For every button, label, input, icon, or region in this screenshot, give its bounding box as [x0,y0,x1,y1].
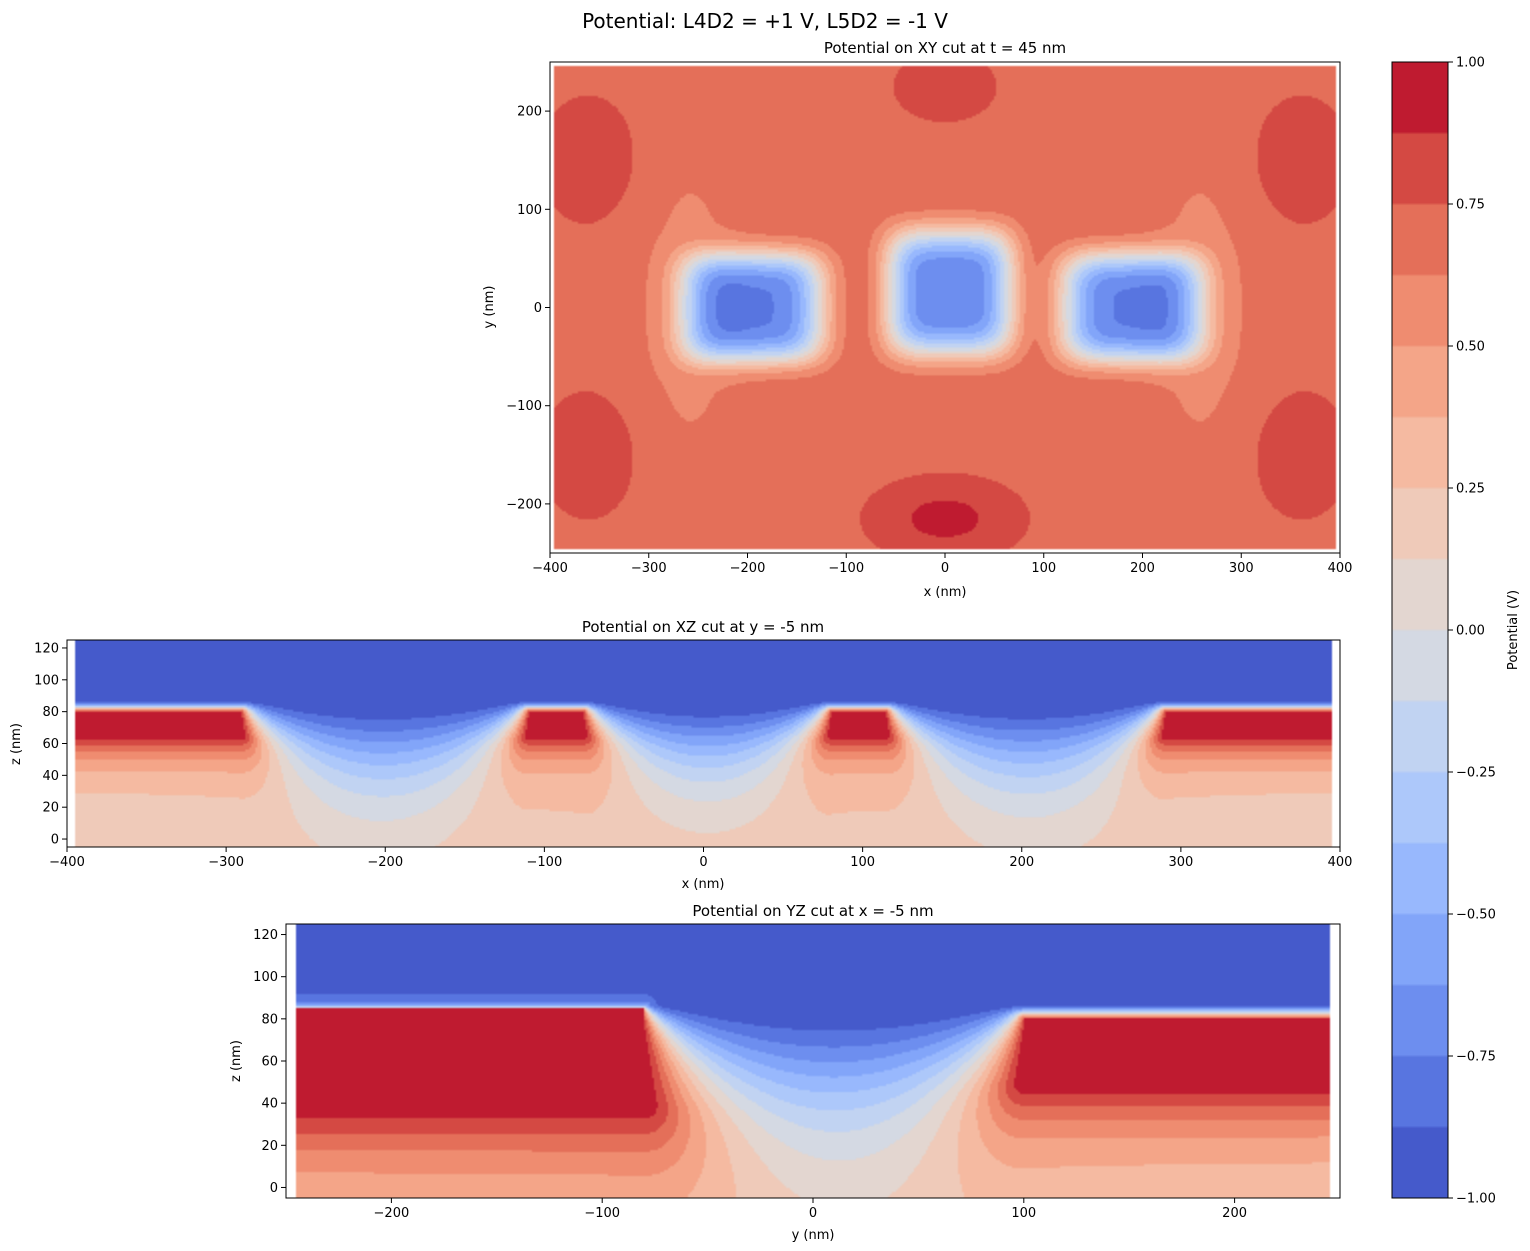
yz-x-tick-label: 200 [1222,1206,1247,1221]
xz-x-tick-label: 100 [850,855,875,870]
colorbar-tick-label: 0.25 [1456,482,1485,497]
xz-y-axis-label: z (nm) [9,723,24,765]
xz-x-tick-label: −200 [367,855,403,870]
xy-x-axis-label: x (nm) [924,585,967,600]
xy-y-tick-label: 100 [517,203,542,218]
xz-x-tick-label: 400 [1328,855,1353,870]
yz-x-tick-label: 100 [1011,1206,1036,1221]
colorbar-tick-label: −0.25 [1456,766,1496,781]
xz-panel-title: Potential on XZ cut at y = -5 nm [582,618,824,636]
colorbar-gradient [1392,62,1448,1198]
yz-y-tick-label: 120 [253,928,278,943]
yz-potential-heatmap [286,924,1340,1198]
xy-y-tick-label: 200 [517,105,542,120]
xz-y-tick-label: 120 [34,641,59,656]
colorbar-tick-label: 0.75 [1456,198,1485,213]
colorbar-tick-label: −0.75 [1456,1050,1496,1065]
xy-x-tick-label: 0 [941,561,949,576]
figure-title: Potential: L4D2 = +1 V, L5D2 = -1 V [582,9,948,33]
xy-x-tick-label: −200 [730,561,766,576]
yz-y-tick-label: 40 [261,1097,278,1112]
yz-y-tick-label: 20 [261,1139,278,1154]
xz-x-tick-label: −100 [527,855,563,870]
xy-x-tick-label: −100 [828,561,864,576]
yz-x-tick-label: −200 [374,1206,410,1221]
xz-y-tick-label: 0 [51,833,59,848]
xy-x-tick-label: 100 [1031,561,1056,576]
xz-tick-group: −400 −300 −200 −100 0 100 200 300 400 0 20 40 60 80 10… [34,641,1352,870]
xy-x-tick-label: 300 [1229,561,1254,576]
xy-x-tick-label: −400 [532,561,568,576]
yz-y-tick-label: 100 [253,970,278,985]
xy-y-tick-label: −100 [506,399,542,414]
yz-panel-title: Potential on YZ cut at x = -5 nm [692,902,933,920]
yz-y-tick-label: 0 [270,1181,278,1196]
xy-y-axis-label: y (nm) [482,286,497,329]
yz-y-axis-label: z (nm) [229,1040,244,1082]
xz-x-tick-label: −400 [49,855,85,870]
colorbar-tick-label: 0.00 [1456,624,1485,639]
xy-x-tick-label: −300 [631,561,667,576]
yz-y-tick-label: 80 [261,1012,278,1027]
xz-potential-heatmap [67,640,1340,847]
yz-y-tick-label: 60 [261,1055,278,1070]
yz-cut-panel: Potential on YZ cut at x = -5 nm −200 −10… [229,902,1341,1243]
colorbar-tick-label: 0.50 [1456,340,1485,355]
xz-x-tick-label: 200 [1009,855,1034,870]
colorbar-tick-label: −0.50 [1456,908,1496,923]
xy-y-tick-label: −200 [506,497,542,512]
yz-tick-group: −200 −100 0 100 200 0 20 40 60 80 100 120 [253,928,1247,1221]
xy-x-tick-label: 200 [1130,561,1155,576]
xy-tick-group: −400 −300 −200 −100 0 100 200 300 400 −200 −100 0 10… [506,105,1352,576]
xz-x-tick-label: −300 [208,855,244,870]
xz-y-tick-label: 20 [42,801,59,816]
xz-cut-panel: Potential on XZ cut at y = -5 nm −400 −30… [9,618,1352,892]
colorbar-tick-label: 1.00 [1456,56,1485,71]
colorbar-tick-label: −1.00 [1456,1192,1496,1207]
xz-x-tick-label: 300 [1168,855,1193,870]
yz-x-tick-label: 0 [809,1206,817,1221]
xz-y-tick-label: 40 [42,769,59,784]
yz-x-axis-label: y (nm) [792,1228,835,1243]
xz-y-tick-label: 100 [34,673,59,688]
xy-cut-panel: Potential on XY cut at t = 45 nm −400 −30… [482,39,1352,600]
xz-x-axis-label: x (nm) [682,877,725,892]
xz-y-tick-label: 80 [42,705,59,720]
xz-x-tick-label: 0 [699,855,707,870]
yz-x-tick-label: −100 [584,1206,620,1221]
colorbar-tick-group: −1.00 −0.75 −0.50 −0.25 0.00 0.25 0.50 0.75 1.00 [1448,56,1496,1207]
xy-y-tick-label: 0 [534,301,542,316]
xz-y-tick-label: 60 [42,737,59,752]
xy-potential-heatmap [550,62,1340,553]
xy-panel-title: Potential on XY cut at t = 45 nm [824,39,1066,57]
colorbar: −1.00 −0.75 −0.50 −0.25 0.00 0.25 0.50 0.75 1.00… [1391,56,1521,1207]
colorbar-label: Potential (V) [1506,590,1521,670]
xy-x-tick-label: 400 [1328,561,1353,576]
